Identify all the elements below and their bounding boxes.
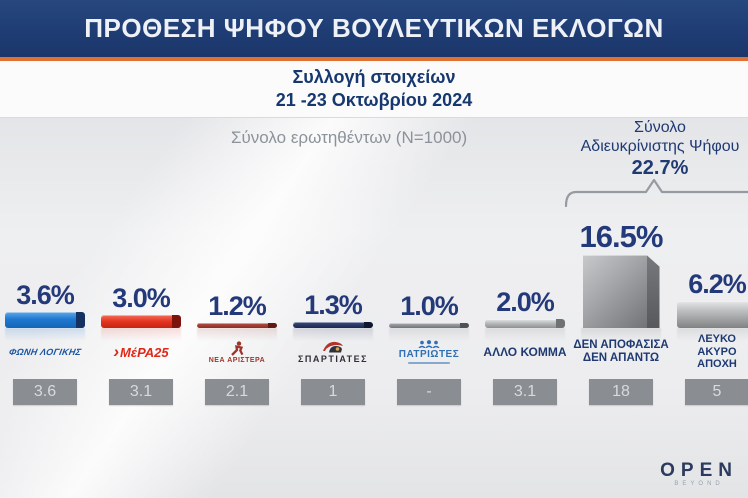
previous-value-box: 3.1 [109,379,173,405]
spartan-helmet-icon [323,341,343,353]
pct-label: 16.5% [579,219,664,254]
bar-side-face [646,255,660,328]
bar-end-cap [172,315,181,328]
bar-blank-invalid [677,301,748,328]
spartiates-logo-text: ΣΠΑΡΤΙΑΤΕΣ [297,354,369,364]
undecided-label: ΔΕΝ ΑΠΟΦΑΣΙΣΑ ΔΕΝ ΑΠΑΝΤΩ [573,339,668,365]
mera25-arrow-icon: › [113,342,120,361]
nea-aristera-logo-text: ΝΕΑ ΑΡΙΣΤΕΡΑ [208,356,266,364]
mera25-logo-text: ΜέΡΑ25 [120,344,169,360]
bar-reflection [485,328,565,341]
bar-allo-komma [485,319,565,328]
pct-label: 6.2% [688,269,747,299]
party-column-nea-aristera: 1.2% ΝΕΑ ΑΡΙΣΤΕΡΑ 2.1 [191,216,283,406]
undecided-label-line2: Αδιευκρίνιστης Ψήφου [580,138,740,155]
running-figure-icon [231,340,244,356]
bar-reflection [677,328,748,341]
patriotes-logo-text: ΠΑΤΡΙΩΤΕΣ [398,349,460,360]
party-column-undecided: 16.5% ΔΕΝ ΑΠΟΦΑΣΙΣΑ ΔΕΝ ΑΠΑΝΤΩ 18 [573,216,669,406]
party-column-foni-logikis: 3.6% ΦΩΝΗ ΛΟΓΙΚΗΣ 3.6 [0,216,91,406]
previous-value-box: 2.1 [205,379,269,405]
patriotes-logo-subtext [408,362,450,364]
title-bar: ΠΡΟΘΕΣΗ ΨΗΦΟΥ ΒΟΥΛΕΥΤΙΚΩΝ ΕΚΛΟΓΩΝ [0,0,748,57]
collection-period: Συλλογή στοιχείων 21 -23 Οκτωβρίου 2024 [0,61,748,117]
party-column-spartiates: 1.3% ΣΠΑΡΤΙΑΤΕΣ 1 [287,216,379,406]
previous-value-box: 3.6 [13,379,77,405]
pct-label: 3.6% [16,280,75,310]
spartiates-logo: ΣΠΑΡΤΙΑΤΕΣ [298,340,368,364]
foni-logikis-logo: ΦΩΝΗ ΛΟΓΙΚΗΣ [7,347,83,357]
bar-end-cap [268,323,277,328]
undecided-total-annotation: Σύνολο Αδιευκρίνιστης Ψήφου 22.7% [560,118,748,180]
patriotes-logo: ΠΑΤΡΙΩΤΕΣ [399,340,459,364]
blank-label-line2: ΑΚΥΡΟ [697,345,737,358]
pct-label: 1.2% [208,291,267,321]
people-icon [418,340,440,348]
bar-reflection [101,328,181,341]
bar-undecided [582,255,660,328]
collection-period-line1: Συλλογή στοιχείων [292,67,456,87]
page-title: ΠΡΟΘΕΣΗ ΨΗΦΟΥ ΒΟΥΛΕΥΤΙΚΩΝ ΕΚΛΟΓΩΝ [84,13,664,43]
bar-end-cap [364,322,373,328]
undecided-total-value: 22.7% [631,157,689,179]
bar-end-cap [76,312,85,328]
bar-nea-aristera [197,323,277,328]
mera25-logo: › ΜέΡΑ25 [113,342,169,361]
accent-divider [0,57,748,61]
bar-reflection [5,328,85,341]
pct-label: 1.0% [400,291,459,321]
open-tv-logo: OPEN BEYOND [660,460,738,487]
previous-value-box: 5 [685,379,748,405]
bar-end-cap [460,323,469,328]
bar-reflection [581,328,661,341]
undecided-label-line2: ΔΕΝ ΑΠΑΝΤΩ [582,352,660,364]
open-logo-tagline: BEYOND [674,481,724,487]
blank-invalid-label: ΛΕΥΚΟ ΑΚΥΡΟ ΑΠΟΧΗ [697,333,737,371]
undecided-label-line1: Σύνολο [634,119,686,136]
collection-period-line2: 21 -23 Οκτωβρίου 2024 [275,90,473,110]
nea-aristera-logo: ΝΕΑ ΑΡΙΣΤΕΡΑ [208,340,266,364]
previous-value-box: 18 [589,379,653,405]
bar-reflection [293,328,373,341]
bar-patriotes [389,323,469,328]
previous-value-box: 1 [301,379,365,405]
bracket-icon [564,178,748,208]
open-logo-text: OPEN [660,460,738,481]
undecided-label-line1: ΔΕΝ ΑΠΟΦΑΣΙΣΑ [573,339,669,351]
previous-value-box: - [397,379,461,405]
bar-mera25 [101,315,181,328]
bar-front-face [582,255,647,328]
party-column-blank-invalid: 6.2% ΛΕΥΚΟ ΑΚΥΡΟ ΑΠΟΧΗ 5 [671,216,748,406]
party-column-patriotes: 1.0% ΠΑΤΡΙΩΤΕΣ - [383,216,475,406]
bar-reflection [389,328,469,341]
pct-label: 2.0% [496,287,555,317]
party-column-mera25: 3.0% › ΜέΡΑ25 3.1 [95,216,187,406]
bar-foni-logikis [5,312,85,328]
sample-size-note: Σύνολο ερωτηθέντων (N=1000) [231,128,468,147]
bar-end-cap [556,319,565,328]
blank-label-line1: ΛΕΥΚΟ [697,333,736,346]
bar-reflection [197,328,277,341]
chart-area: Σύνολο ερωτηθέντων (N=1000) Σύνολο Αδιευ… [0,117,748,498]
pct-label: 3.0% [112,283,171,313]
blank-label-line3: ΑΠΟΧΗ [697,358,737,371]
bar-spartiates [293,322,373,328]
pct-label: 1.3% [304,290,363,320]
allo-komma-label: ΑΛΛΟ ΚΟΜΜΑ [483,344,567,359]
party-column-allo-komma: 2.0% ΑΛΛΟ ΚΟΜΜΑ 3.1 [479,216,571,406]
previous-value-box: 3.1 [493,379,557,405]
